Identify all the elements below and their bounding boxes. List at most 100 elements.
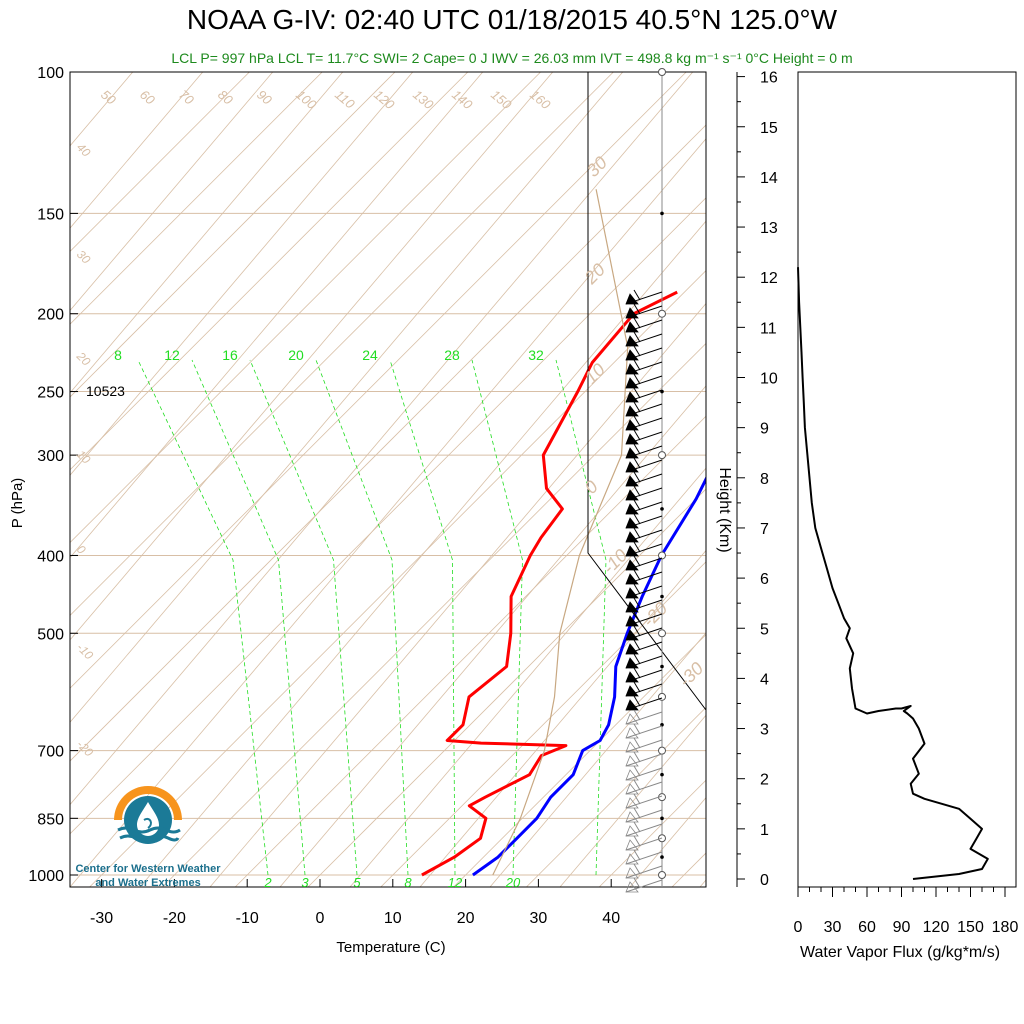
wind-barb-flag	[625, 699, 639, 711]
wind-barb-staff	[625, 879, 663, 893]
logo-text-line1: Center for Western Weather	[75, 863, 221, 875]
level-dot	[660, 855, 664, 859]
dry-adiabat	[770, 72, 1024, 887]
logo-swirl	[143, 818, 152, 829]
y-tick-label: 400	[37, 548, 64, 565]
wind-barb-staff	[625, 739, 663, 753]
wind-barb-flag	[625, 419, 639, 431]
mixing-ratio-label: 20	[288, 347, 304, 363]
isotherm-label: -30	[675, 658, 708, 691]
x-tick-label: -30	[90, 910, 113, 927]
wind-barb-flag	[625, 587, 639, 599]
mixing-ratio-label: 32	[528, 347, 544, 363]
wind-barb-feather	[633, 835, 641, 847]
flux-y-label: Height (Km)	[716, 467, 733, 552]
wind-barb-feather	[633, 555, 641, 567]
y-tick-label: 250	[37, 385, 64, 402]
level-dot	[660, 507, 664, 511]
wind-barb-flag	[625, 433, 639, 445]
flux-tick-label: 0	[794, 919, 803, 936]
isotherm-label: -20	[74, 737, 96, 759]
mixing-ratio-label: 16	[222, 347, 238, 363]
wind-barb-staff	[625, 767, 663, 781]
isotherm-label: 10	[74, 447, 94, 467]
y-tick-label: 850	[37, 811, 64, 828]
adiabat-label: 60	[137, 87, 158, 108]
x-tick-label: 30	[530, 910, 548, 927]
wind-barb-flag	[625, 349, 639, 361]
wind-barb-flag	[625, 643, 639, 655]
height-tick-label: 9	[760, 421, 769, 438]
wind-barb-feather	[633, 303, 641, 315]
isotherm-label: 30	[74, 247, 94, 267]
wind-barb-feather	[633, 457, 641, 469]
isotherm-label: 0	[581, 477, 602, 498]
wind-barb-feather	[633, 723, 641, 735]
flux-border	[797, 71, 1017, 888]
series-line-blue	[472, 475, 706, 877]
isotherm	[234, 415, 706, 887]
height-tick-label: 2	[760, 772, 769, 789]
mixing-ratio-line	[191, 359, 306, 876]
adiabat-label: 160	[527, 87, 554, 113]
plot-frame	[69, 71, 707, 888]
adiabat-label: 120	[371, 87, 398, 113]
mixing-ratio-line	[389, 359, 456, 876]
wind-barb-flag	[625, 797, 639, 809]
wind-barb-flag	[625, 307, 639, 319]
isotherm	[745, 72, 1024, 887]
wind-barb-flag	[625, 629, 639, 641]
level-dot	[660, 664, 664, 669]
mixing-ratio-line	[137, 359, 269, 876]
mixing-ratio-label: 20	[505, 875, 521, 890]
flux-tick-label: 120	[923, 919, 950, 936]
wind-barb-flag	[625, 335, 639, 347]
isotherm	[162, 342, 706, 887]
dry-adiabat	[70, 72, 274, 312]
sounding-lines	[421, 189, 706, 877]
logo-wave-1	[117, 826, 181, 834]
logo-orange-arc	[114, 786, 182, 820]
mixing-ratio-label: 5	[353, 875, 361, 890]
flux-tick-label: 90	[893, 919, 911, 936]
height-tick-label: 0	[760, 872, 769, 889]
isotherm	[70, 124, 706, 762]
mixing-ratio-label: 8	[114, 347, 122, 363]
wind-barb-flag	[625, 461, 639, 473]
wind-barb-feather	[633, 653, 641, 665]
flux-tick-label: 150	[957, 919, 984, 936]
wind-barb-feather	[633, 331, 641, 343]
logo-text-line2: and Water Extremes	[95, 877, 200, 889]
wind-barb-feather	[633, 611, 641, 623]
y-tick-label: 500	[37, 626, 64, 643]
mixing-ratio-label: 28	[444, 347, 460, 363]
wind-barb-feather	[633, 737, 641, 749]
y-tick-label: 150	[37, 206, 64, 223]
y-tick-label: 1000	[28, 868, 64, 885]
wind-barb-feather	[633, 443, 641, 455]
wind-barb-feather	[633, 499, 641, 511]
adiabat-label: 150	[488, 87, 515, 113]
isotherm	[70, 72, 323, 325]
wind-barb-flag	[625, 783, 639, 795]
wind-barb-feather	[633, 807, 641, 819]
wind-barb-flag	[625, 713, 639, 725]
height-tick-label: 5	[760, 621, 769, 638]
dry-adiabat	[980, 72, 1024, 887]
height-tick-label: 8	[760, 471, 769, 488]
level-marker	[658, 871, 666, 879]
dry-adiabat	[699, 879, 706, 887]
wind-barb-staff	[625, 711, 663, 725]
wind-barb-feather	[633, 485, 641, 497]
isotherm	[598, 779, 706, 887]
mixing-ratio-line	[471, 359, 523, 876]
mixing-ratio-label: 12	[164, 347, 180, 363]
adiabat-label: 140	[449, 87, 476, 113]
isotherm	[70, 72, 614, 616]
flux-x-label: Water Vapor Flux (g/kg*m/s)	[800, 944, 1000, 961]
mixing-ratio-label: 24	[362, 347, 378, 363]
level-marker	[658, 309, 666, 318]
wind-barb-feather	[633, 471, 641, 483]
adiabat-label: 80	[215, 87, 236, 108]
level-dot	[660, 772, 664, 777]
